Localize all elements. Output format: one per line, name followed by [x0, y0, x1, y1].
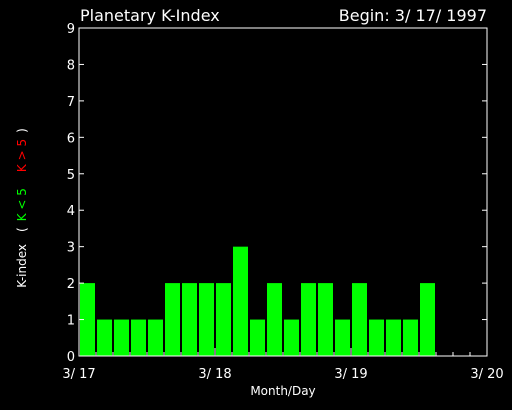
ytick-label-2: 2 — [67, 277, 75, 292]
bar-17 — [369, 319, 384, 356]
y-label-close-paren: ) — [15, 128, 29, 133]
bar-12 — [284, 319, 299, 356]
y-label-open-paren: ( — [15, 227, 29, 232]
ytick-label-1: 1 — [67, 314, 75, 329]
bar-5 — [165, 283, 180, 356]
bar-0 — [80, 283, 95, 356]
ytick-label-0: 0 — [67, 350, 75, 365]
ytick-label-3: 3 — [67, 241, 75, 256]
y-label-below: K < 5 — [15, 188, 29, 221]
bar-14 — [318, 283, 333, 356]
ytick-label-7: 7 — [67, 95, 75, 110]
chart-subtitle: Begin: 3/ 17/ 1997 — [339, 6, 487, 25]
bar-6 — [182, 283, 197, 356]
bar-19 — [403, 319, 418, 356]
bar-11 — [267, 283, 282, 356]
xtick-label-2: 3/ 19 — [334, 367, 367, 382]
bar-20 — [420, 283, 435, 356]
bar-15 — [335, 319, 350, 356]
y-label-k-index: K-index — [15, 244, 29, 288]
bar-7 — [199, 283, 214, 356]
chart-title: Planetary K-Index — [80, 6, 220, 25]
ytick-label-4: 4 — [67, 204, 75, 219]
bar-8 — [216, 283, 231, 356]
bar-2 — [114, 319, 129, 356]
bar-4 — [148, 319, 163, 356]
x-ticks: 3/ 17 3/ 18 3/ 19 3/ 20 — [62, 348, 504, 382]
ytick-label-5: 5 — [67, 168, 75, 183]
y-axis-label: K-index ( K < 5 K > 5) — [15, 128, 29, 288]
ytick-label-9: 9 — [67, 22, 75, 37]
bar-3 — [131, 319, 146, 356]
xtick-label-1: 3/ 18 — [198, 367, 231, 382]
ytick-label-6: 6 — [67, 131, 75, 146]
bar-10 — [250, 319, 265, 356]
xtick-label-3: 3/ 20 — [470, 367, 503, 382]
bars — [80, 246, 435, 356]
ytick-label-8: 8 — [67, 58, 75, 73]
bar-18 — [386, 319, 401, 356]
x-axis-label: Month/Day — [250, 384, 315, 398]
bar-16 — [352, 283, 367, 356]
y-label-above: K > 5 — [15, 139, 29, 172]
bar-13 — [301, 283, 316, 356]
y-ticks: 0 1 2 3 4 5 6 7 8 9 — [67, 22, 487, 365]
bar-1 — [97, 319, 112, 356]
xtick-label-0: 3/ 17 — [62, 367, 95, 382]
bar-9 — [233, 246, 248, 356]
